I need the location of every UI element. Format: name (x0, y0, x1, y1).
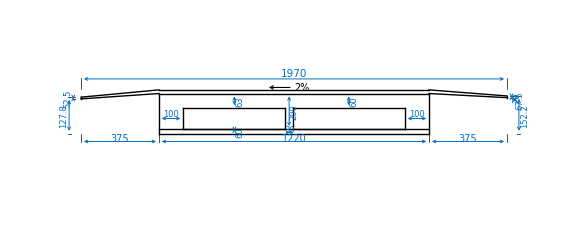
Text: 67.5: 67.5 (516, 91, 524, 109)
Text: 1970: 1970 (281, 69, 307, 79)
Text: 100: 100 (409, 109, 425, 118)
Text: 2%: 2% (295, 83, 310, 93)
Text: 60: 60 (349, 96, 359, 107)
Text: 375: 375 (459, 134, 477, 144)
Text: 127.8: 127.8 (59, 104, 68, 128)
Text: 200: 200 (290, 104, 299, 120)
Text: 30: 30 (284, 125, 295, 134)
Text: 1220: 1220 (282, 134, 306, 144)
Text: 63: 63 (235, 96, 244, 107)
Text: 152.2: 152.2 (520, 104, 529, 127)
Text: 375: 375 (111, 134, 129, 144)
Text: 100: 100 (163, 109, 179, 118)
Text: 52.5: 52.5 (64, 89, 72, 108)
Text: 60: 60 (235, 126, 244, 137)
Text: 20: 20 (512, 92, 522, 103)
